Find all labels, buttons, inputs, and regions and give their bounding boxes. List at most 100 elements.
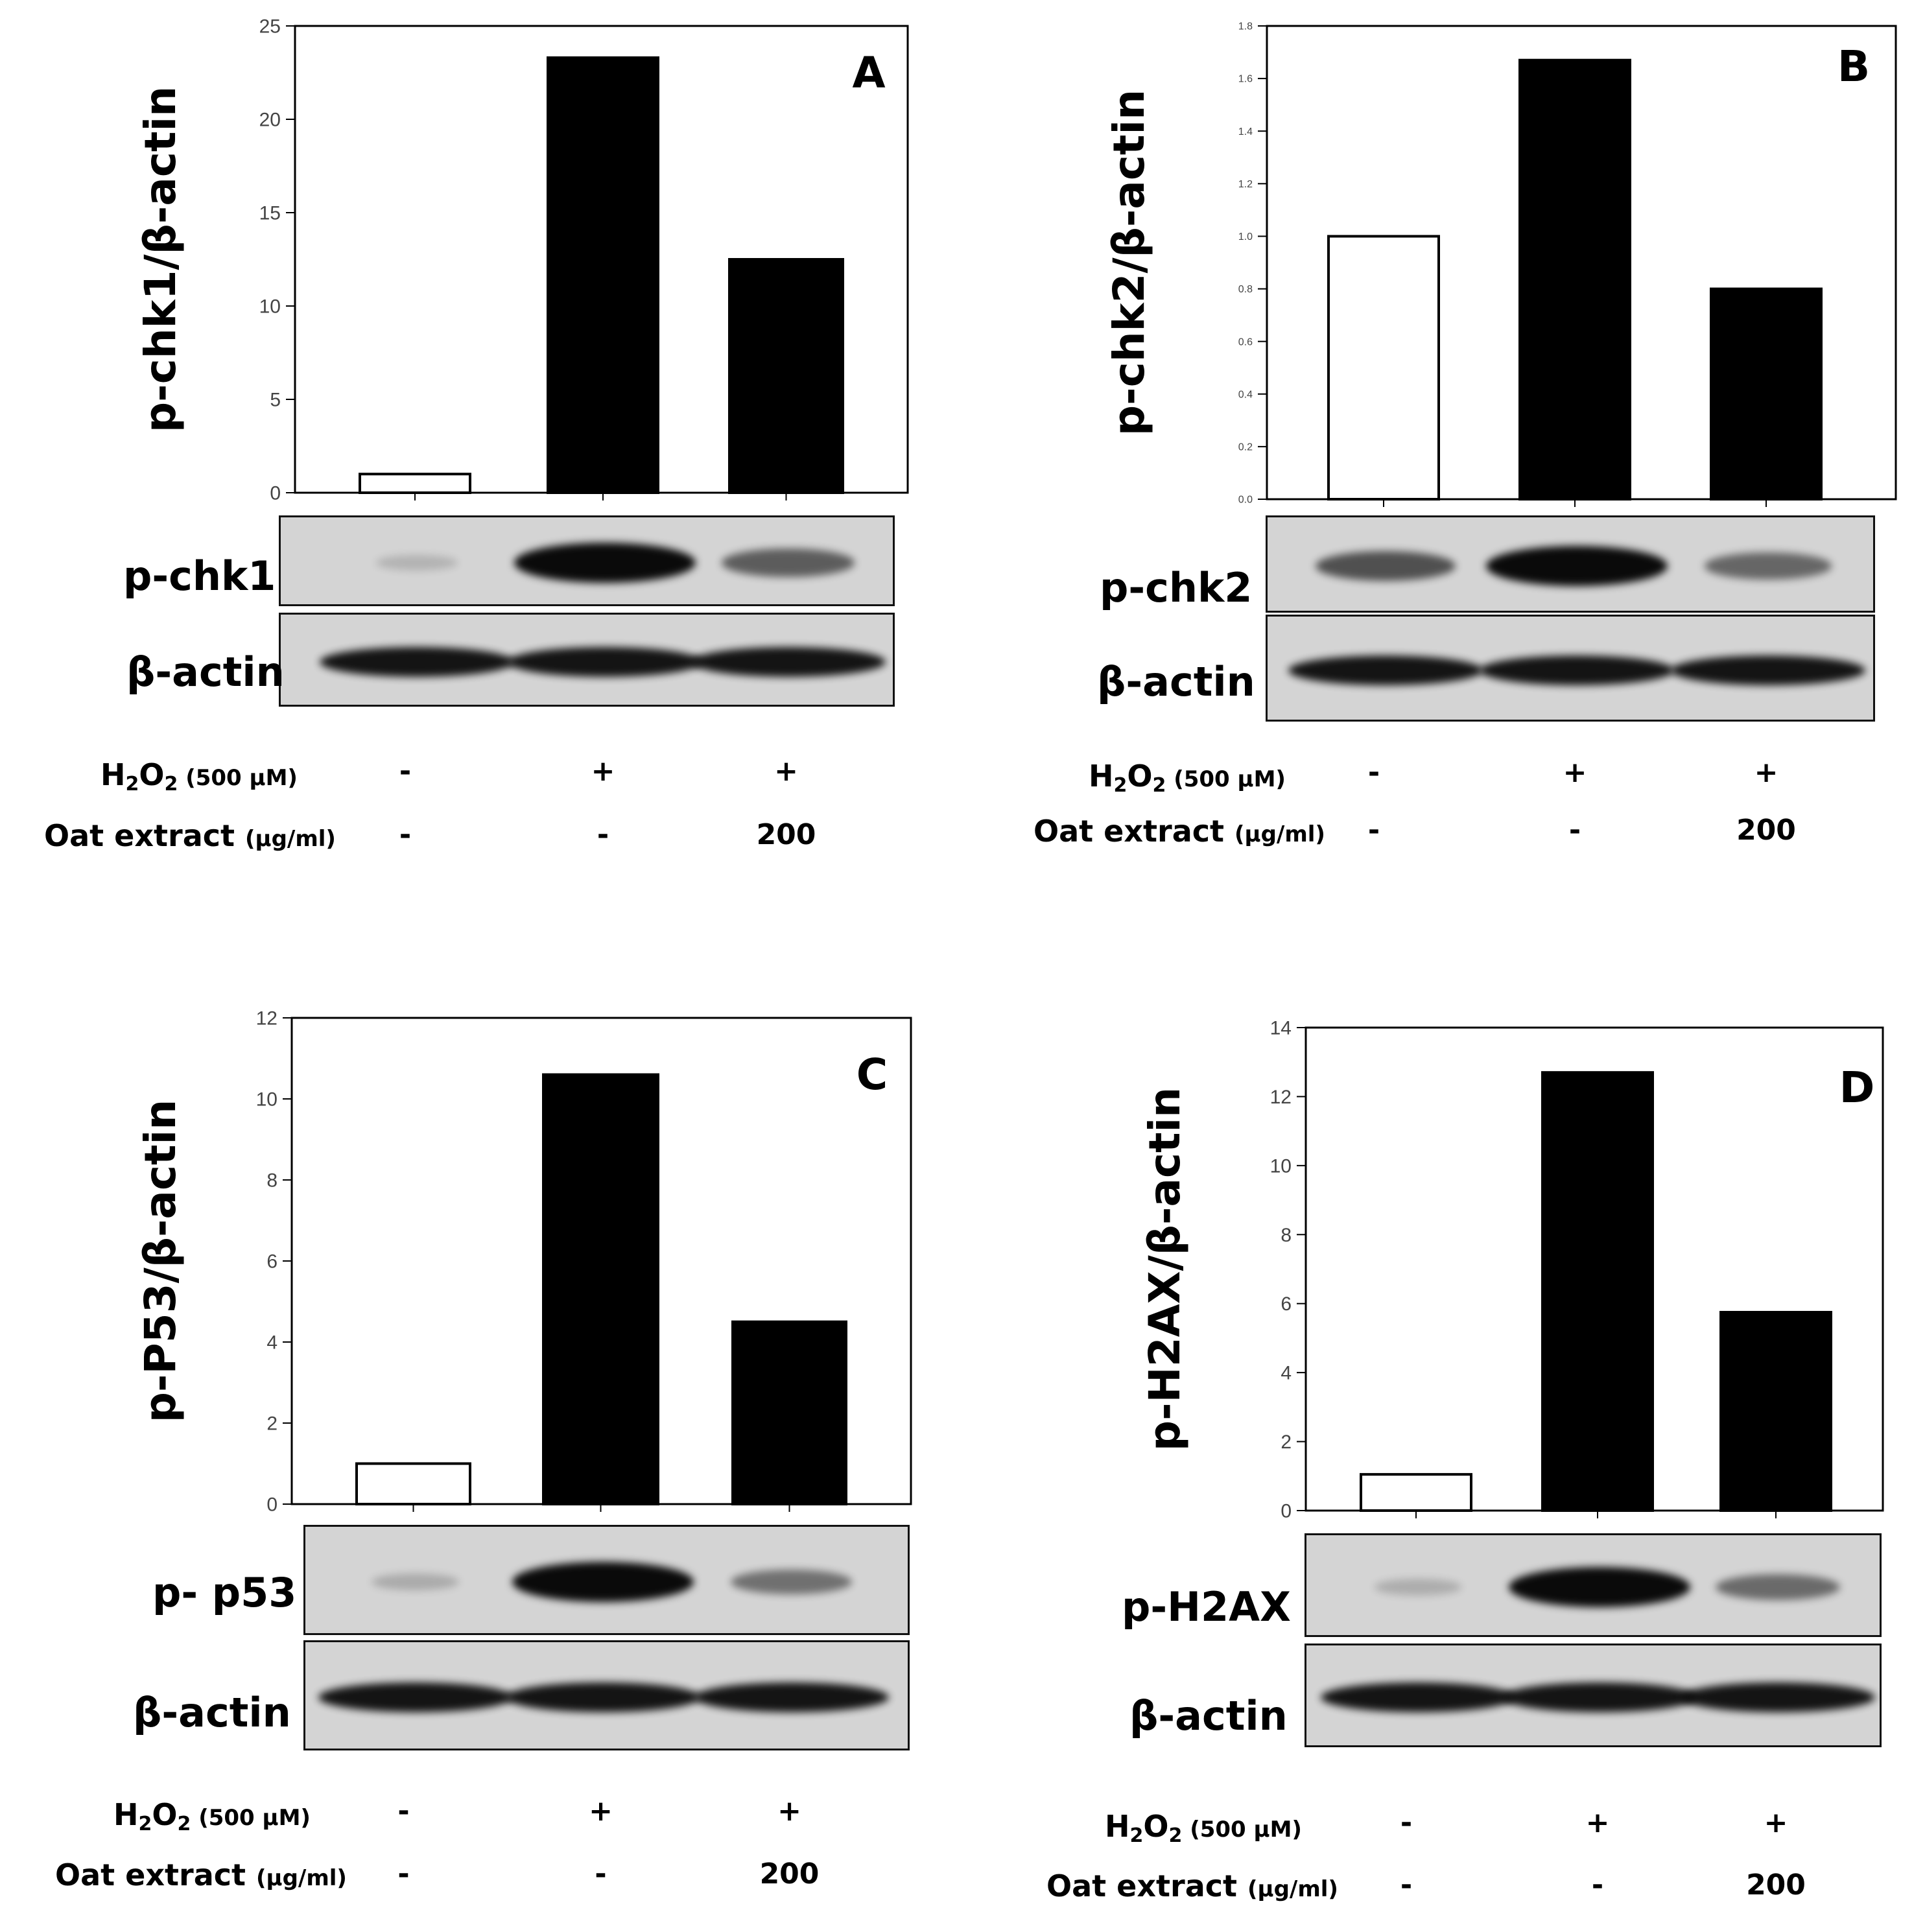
y-tick-label: 10 bbox=[1270, 1155, 1292, 1177]
oat-label-a: Oat extract (μg/ml) bbox=[44, 818, 336, 853]
bar-2 bbox=[1518, 58, 1631, 501]
h2o2-value-3: + bbox=[774, 755, 798, 788]
panel-d: 0 2 4 6 8 10 12 14 p-H2AX/β-actin D p-H2AX β-acti… bbox=[962, 966, 1924, 1932]
h2o2-sub: 2 bbox=[1129, 1824, 1144, 1847]
h2o2-unit: (500 μM) bbox=[191, 1805, 311, 1831]
oat-value-2: - bbox=[595, 1857, 607, 1891]
h2o2-value-3: + bbox=[1754, 756, 1778, 789]
panel-b: 0.0 0.2 0.4 0.6 0.8 1.0 1.2 1.4 1.6 1.8 p-chk2/β-a… bbox=[962, 0, 1924, 966]
actin-band bbox=[505, 1682, 700, 1712]
panel-c: 0 2 4 6 8 10 12 p-P53/β-actin C p- p53 β-actin H… bbox=[0, 966, 962, 1932]
y-tick-label: 1.8 bbox=[1238, 21, 1253, 32]
oat-value-3: 200 bbox=[759, 1857, 820, 1891]
blot-b-target bbox=[1266, 515, 1875, 613]
y-tick-label: 6 bbox=[1281, 1293, 1292, 1315]
y-axis-label: p-chk1/β-actin bbox=[136, 86, 185, 432]
blot-d-actin bbox=[1305, 1643, 1882, 1747]
y-tick-label: 2 bbox=[266, 1413, 278, 1435]
h2o2-h: H bbox=[1105, 1809, 1130, 1844]
blot-b-actin bbox=[1266, 615, 1875, 722]
protein-band bbox=[514, 543, 696, 583]
actin-band bbox=[318, 1682, 513, 1712]
bar-3 bbox=[1710, 287, 1823, 501]
oat-value-3: 200 bbox=[1746, 1868, 1806, 1902]
oat-value-2: - bbox=[1591, 1868, 1604, 1902]
protein-band bbox=[730, 1569, 853, 1595]
blot-c-target-label: p- p53 bbox=[152, 1569, 297, 1616]
y-axis-label: p-chk2/β-actin bbox=[1104, 89, 1154, 436]
h2o2-label-b: H2O2 (500 μM) bbox=[1089, 759, 1286, 797]
h2o2-o: O bbox=[152, 1797, 178, 1832]
blot-c-actin-label: β-actin bbox=[133, 1689, 291, 1736]
oat-value-1: - bbox=[1400, 1868, 1413, 1902]
oat-value-2: - bbox=[596, 818, 609, 851]
oat-value-1: - bbox=[399, 818, 412, 851]
protein-band bbox=[1316, 551, 1456, 581]
panel-a: 0 5 10 15 20 25 p-chk1/β-actin A p-chk1 β-actin… bbox=[0, 0, 962, 966]
blot-a-target-label: p-chk1 bbox=[123, 552, 276, 600]
oat-value-1: - bbox=[1367, 814, 1380, 847]
h2o2-value-1: - bbox=[1367, 756, 1380, 789]
bar-1 bbox=[359, 473, 471, 495]
blot-b-target-label: p-chk2 bbox=[1100, 564, 1253, 611]
y-tick-label: 10 bbox=[259, 296, 281, 318]
protein-band bbox=[1704, 552, 1832, 580]
actin-band bbox=[508, 646, 702, 677]
protein-band bbox=[371, 1573, 460, 1590]
y-tick-label: 4 bbox=[1281, 1363, 1292, 1384]
actin-band bbox=[1321, 1682, 1515, 1712]
h2o2-sub: 2 bbox=[1168, 1824, 1183, 1847]
chart-a-svg: 0 5 10 15 20 25 p-chk1/β-actin A bbox=[136, 16, 909, 504]
panel-letter: D bbox=[1839, 1063, 1875, 1113]
bar-3 bbox=[728, 258, 844, 494]
panel-letter: A bbox=[852, 48, 885, 98]
bar-2 bbox=[547, 56, 659, 494]
oat-unit: (μg/ml) bbox=[1234, 821, 1325, 847]
y-tick-label: 0.0 bbox=[1238, 495, 1253, 506]
h2o2-value-1: - bbox=[1400, 1806, 1413, 1839]
h2o2-sub: 2 bbox=[1113, 774, 1128, 797]
h2o2-value-1: - bbox=[397, 1795, 410, 1828]
bar-3 bbox=[731, 1320, 847, 1505]
h2o2-value-2: + bbox=[589, 1795, 613, 1828]
y-tick-label: 0 bbox=[266, 1494, 278, 1516]
oat-value-3: 200 bbox=[1736, 814, 1796, 847]
bar-2 bbox=[1541, 1071, 1654, 1512]
y-tick-label: 0.8 bbox=[1238, 284, 1253, 295]
h2o2-unit: (500 μM) bbox=[178, 765, 298, 791]
y-axis-label: p-P53/β-actin bbox=[136, 1100, 185, 1422]
blot-a-actin-label: β-actin bbox=[126, 648, 285, 696]
h2o2-h: H bbox=[1089, 759, 1114, 794]
protein-band bbox=[512, 1562, 694, 1602]
y-tick-label: 8 bbox=[1281, 1225, 1292, 1246]
chart-c-svg: 0 2 4 6 8 10 12 p-P53/β-actin C bbox=[136, 1008, 912, 1516]
y-tick-label: 0 bbox=[270, 483, 281, 504]
oat-unit: (μg/ml) bbox=[245, 826, 336, 852]
blot-d-target bbox=[1305, 1533, 1882, 1637]
y-axis-label: p-H2AX/β-actin bbox=[1140, 1087, 1190, 1451]
h2o2-label-d: H2O2 (500 μM) bbox=[1105, 1809, 1302, 1847]
y-tick-label: 0.6 bbox=[1238, 336, 1253, 348]
y-tick-label: 25 bbox=[259, 16, 281, 38]
h2o2-o: O bbox=[1127, 759, 1153, 794]
actin-band bbox=[691, 646, 886, 677]
chart-d-svg: 0 2 4 6 8 10 12 14 p-H2AX/β-actin D bbox=[1140, 1018, 1884, 1522]
h2o2-o: O bbox=[1143, 1809, 1169, 1844]
protein-band bbox=[1375, 1579, 1461, 1596]
oat-text: Oat extract bbox=[1046, 1868, 1248, 1903]
h2o2-sub: 2 bbox=[177, 1813, 191, 1835]
y-tick-label: 20 bbox=[259, 110, 281, 131]
blot-c-actin bbox=[303, 1640, 910, 1750]
bar-1 bbox=[355, 1462, 471, 1505]
h2o2-value-2: + bbox=[1585, 1806, 1610, 1839]
h2o2-sub: 2 bbox=[125, 773, 139, 795]
y-tick-label: 6 bbox=[266, 1251, 278, 1273]
oat-text: Oat extract bbox=[1033, 814, 1235, 849]
oat-label-c: Oat extract (μg/ml) bbox=[55, 1857, 347, 1892]
y-tick-label: 12 bbox=[256, 1008, 278, 1030]
h2o2-sub: 2 bbox=[164, 773, 178, 795]
protein-band bbox=[721, 548, 855, 577]
blot-d-target-label: p-H2AX bbox=[1122, 1583, 1291, 1631]
h2o2-value-1: - bbox=[399, 755, 412, 788]
h2o2-value-3: + bbox=[777, 1795, 801, 1828]
